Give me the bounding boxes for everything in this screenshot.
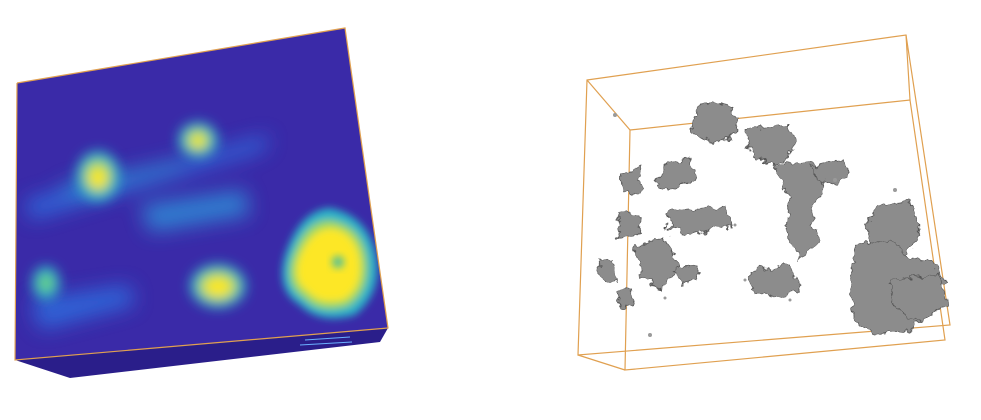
isosurface-panel — [490, 0, 981, 420]
cube-bottom-face — [15, 328, 388, 378]
cube-edges — [14, 27, 389, 361]
isosurface-cluster-right — [614, 199, 949, 336]
isosurface-fragments — [599, 101, 851, 299]
density-blobs — [25, 122, 378, 330]
isosurface-specks — [613, 113, 897, 337]
isosurface-image — [577, 34, 951, 371]
volume-render-image — [14, 27, 389, 378]
volume-render-panel — [0, 0, 490, 420]
